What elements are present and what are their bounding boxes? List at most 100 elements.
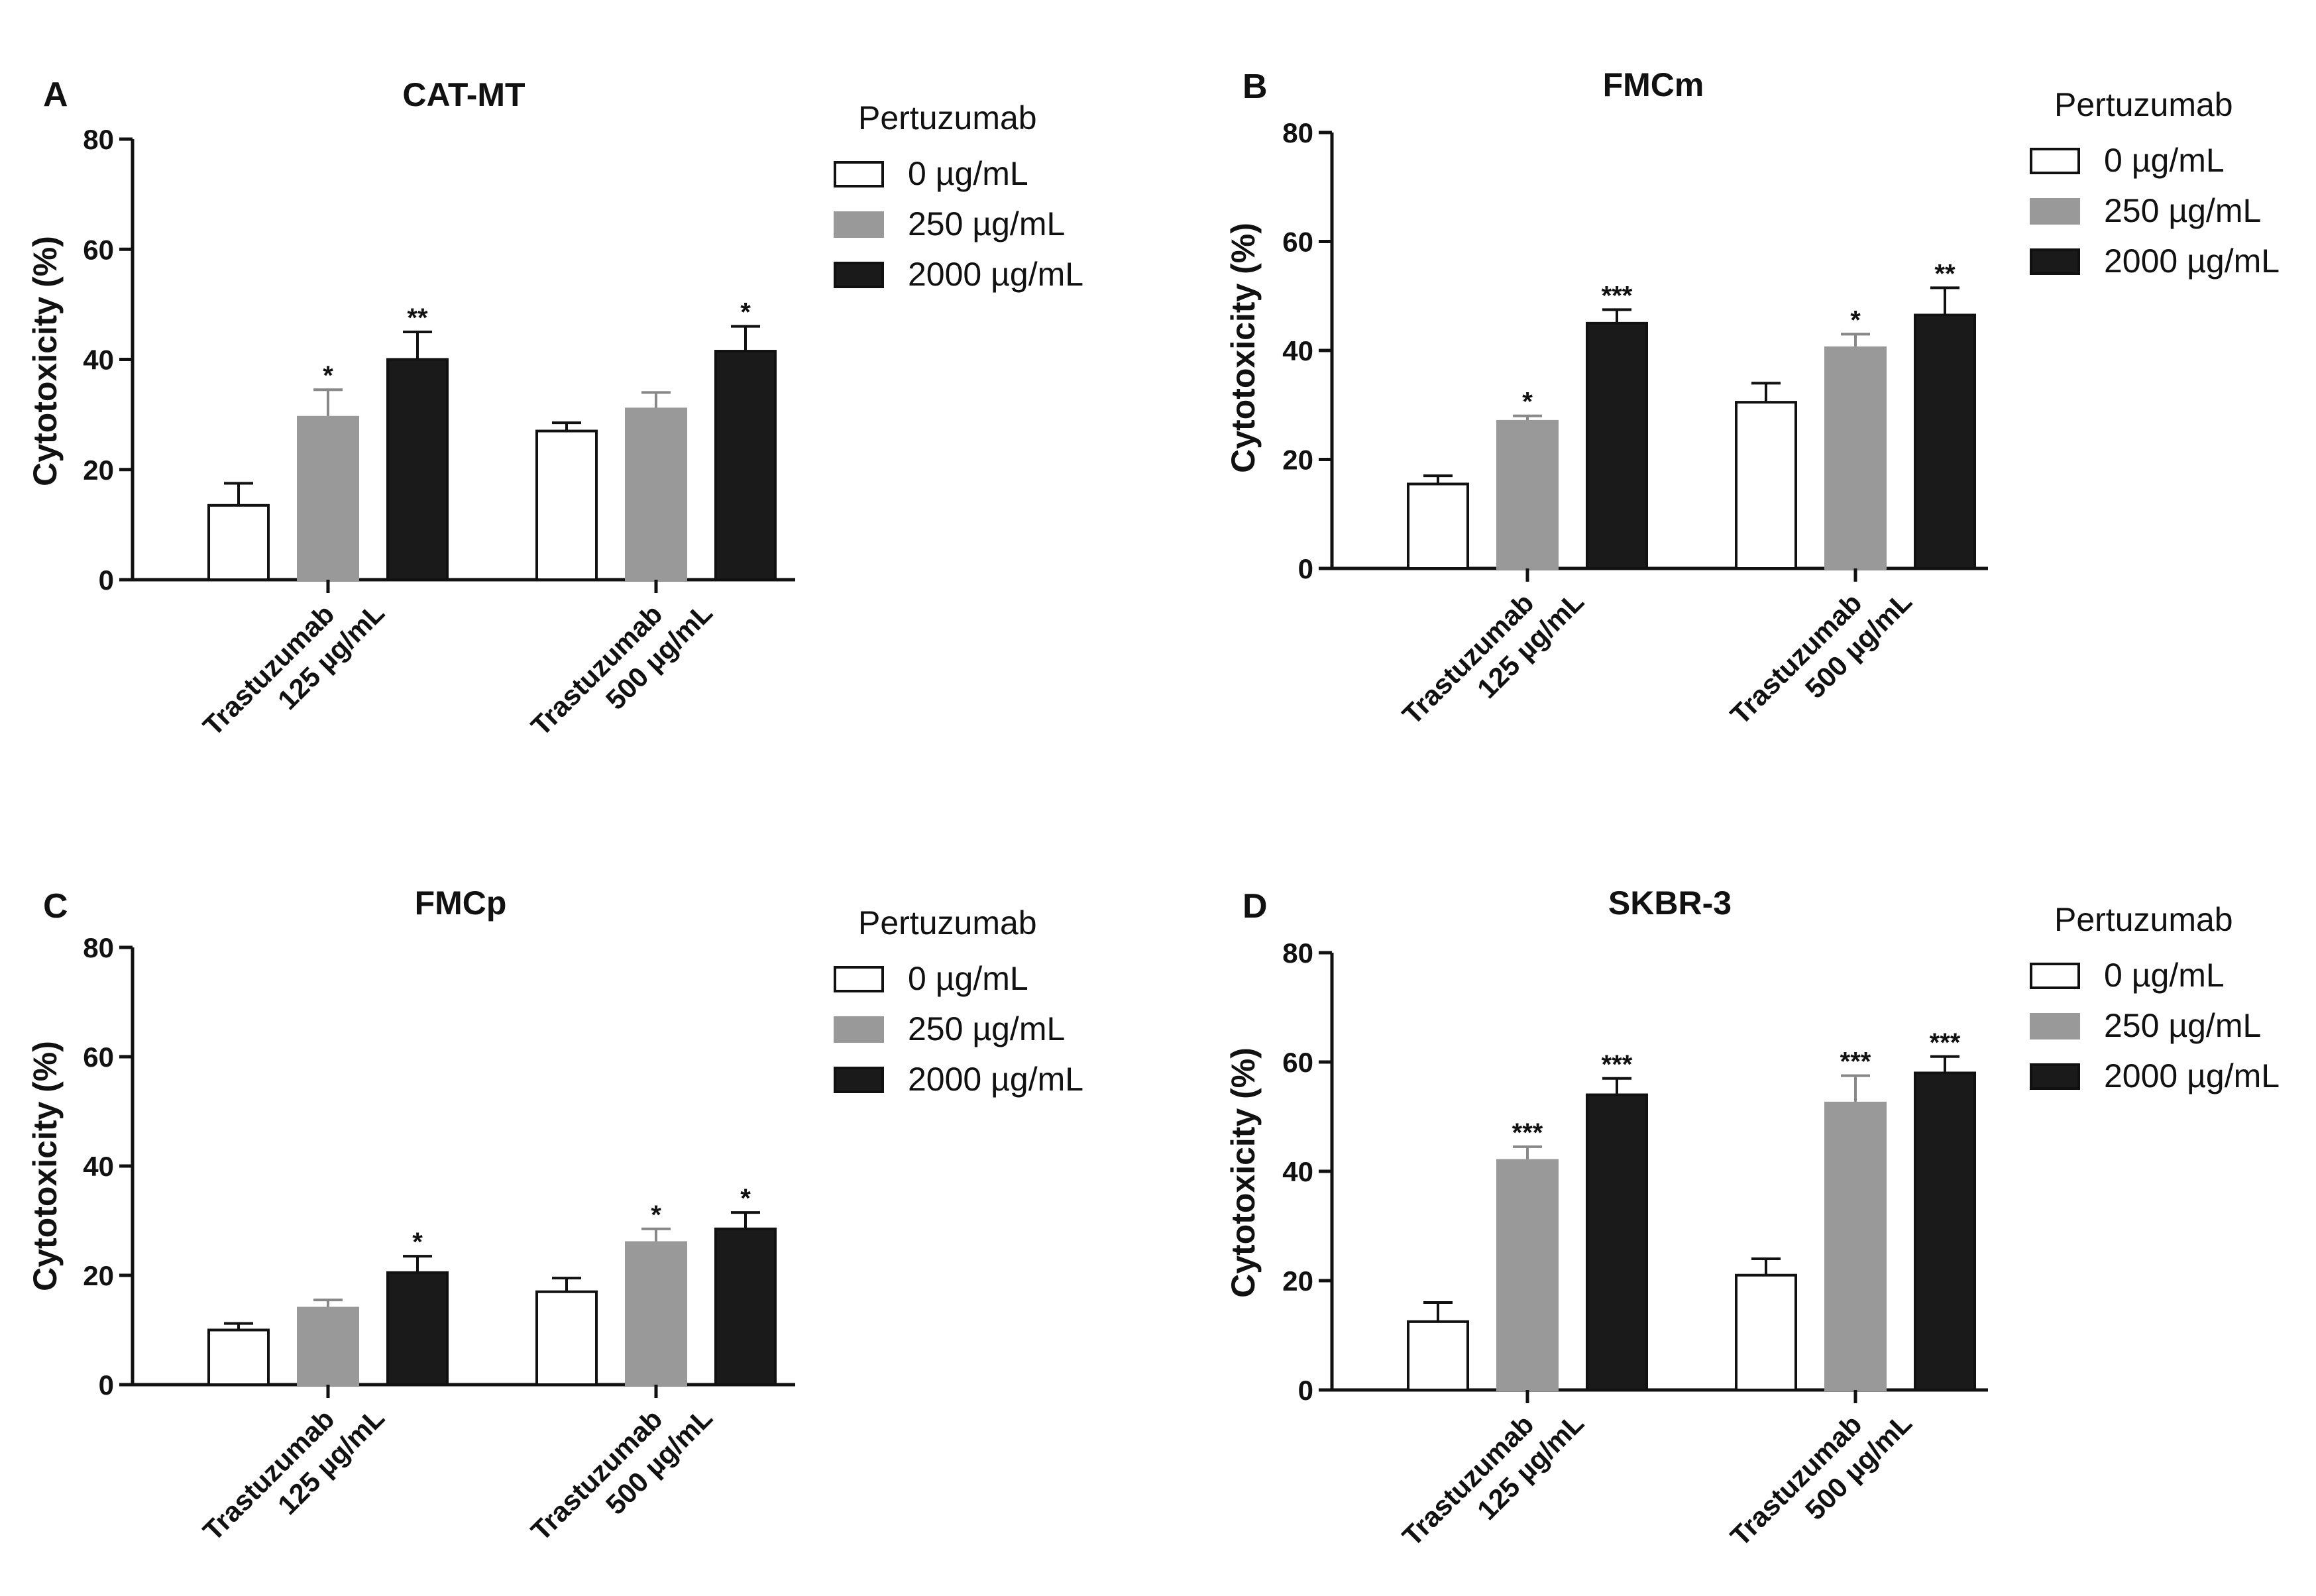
x-category-label: Trastuzumab125 µg/mL (1396, 1383, 1590, 1576)
significance-label: * (740, 1184, 751, 1213)
y-tick-label: 0 (1298, 1375, 1313, 1406)
legend-label: 0 µg/mL (2104, 957, 2225, 994)
bar (714, 1227, 777, 1386)
bar (535, 1290, 598, 1386)
panel-letter: D (1242, 887, 1268, 926)
significance-label: *** (1840, 1047, 1871, 1077)
y-tick-label: 20 (83, 454, 114, 486)
y-axis-title: Cytotoxicity (%) (1225, 223, 1262, 473)
legend-label: 2000 µg/mL (2104, 242, 2280, 280)
panel-d: D SKBR-3 0 20 40 60 80 Cytotoxicity (%) *** *** Tr… (1225, 884, 2280, 1576)
bar (386, 358, 449, 581)
x-category-label: Trastuzumab500 µg/mL (525, 1377, 718, 1571)
y-tick-label: 80 (1282, 937, 1313, 969)
panel-c: C FMCp 0 20 40 60 80 Cytotoxicity (%) * Trastuzum… (27, 884, 1083, 1571)
panel-title: FMCp (415, 884, 507, 922)
bar (1824, 1101, 1887, 1391)
legend: Pertuzumab 0 µg/mL 250 µg/mL 2000 µg/mL (2030, 901, 2280, 1094)
panel-title: SKBR-3 (1608, 884, 1732, 922)
y-tick-label: 20 (83, 1260, 114, 1291)
significance-label: * (651, 1200, 661, 1230)
bar (386, 1271, 449, 1386)
legend-swatch (2030, 248, 2080, 275)
x-category-label: Trastuzumab500 µg/mL (525, 572, 718, 766)
y-tick-label: 0 (99, 1369, 114, 1401)
significance-label: ** (407, 303, 428, 333)
legend-swatch (834, 161, 884, 187)
legend-label: 2000 µg/mL (2104, 1057, 2280, 1094)
panel-title: CAT-MT (402, 76, 525, 113)
legend-title: Pertuzumab (858, 904, 1037, 941)
y-tick-label: 60 (1282, 227, 1313, 258)
y-axis-title: Cytotoxicity (%) (1225, 1047, 1262, 1298)
y-tick-label: 0 (1298, 553, 1313, 584)
y-tick-label: 60 (1282, 1047, 1313, 1078)
y-tick-label: 20 (1282, 1265, 1313, 1297)
legend-label: 250 µg/mL (908, 205, 1065, 242)
bar (625, 407, 687, 581)
panel-letter: A (43, 76, 68, 114)
y-tick-label: 40 (83, 1151, 114, 1182)
legend-swatch (834, 966, 884, 992)
y-tick-label: 0 (99, 564, 114, 596)
legend-swatch (834, 1016, 884, 1043)
legend-swatch (2030, 148, 2080, 174)
legend: Pertuzumab 0 µg/mL 250 µg/mL 2000 µg/mL (834, 904, 1083, 1098)
legend-label: 250 µg/mL (908, 1010, 1065, 1047)
legend-label: 250 µg/mL (2104, 1007, 2261, 1044)
bar (1496, 419, 1559, 570)
bar (297, 1306, 359, 1386)
bar (1735, 401, 1797, 570)
bar (297, 415, 359, 581)
x-category-label: Trastuzumab500 µg/mL (1724, 561, 1918, 755)
bar (535, 429, 598, 581)
legend-label: 0 µg/mL (2104, 142, 2225, 179)
panel-letter: C (43, 887, 68, 926)
panel-letter: B (1242, 68, 1268, 106)
bar (207, 1328, 270, 1386)
significance-label: * (1850, 305, 1861, 335)
y-tick-label: 60 (83, 234, 114, 265)
significance-label: *** (1602, 281, 1633, 310)
y-tick-label: 40 (1282, 1156, 1313, 1187)
x-category-label: Trastuzumab500 µg/mL (1724, 1383, 1918, 1576)
bar (1586, 1093, 1648, 1391)
bar (1407, 482, 1469, 570)
bar (1824, 346, 1887, 570)
legend-label: 2000 µg/mL (908, 256, 1083, 293)
legend-swatch (2030, 1013, 2080, 1039)
significance-label: *** (1930, 1028, 1961, 1057)
significance-label: * (740, 298, 751, 327)
significance-label: * (323, 361, 333, 390)
bar (207, 504, 270, 581)
legend-swatch (834, 1067, 884, 1093)
bar (1407, 1320, 1469, 1391)
y-tick-label: 80 (1282, 117, 1313, 148)
legend: Pertuzumab 0 µg/mL 250 µg/mL 2000 µg/mL (834, 99, 1083, 293)
y-tick-label: 60 (83, 1041, 114, 1073)
y-tick-label: 80 (83, 932, 114, 963)
x-category-label: Trastuzumab125 µg/mL (197, 1377, 390, 1571)
legend-swatch (2030, 963, 2080, 989)
legend-swatch (834, 211, 884, 238)
significance-label: * (412, 1228, 423, 1257)
legend-title: Pertuzumab (858, 99, 1037, 136)
bar (1914, 313, 1976, 570)
legend-label: 2000 µg/mL (908, 1061, 1083, 1098)
bar (1735, 1273, 1797, 1391)
legend: Pertuzumab 0 µg/mL 250 µg/mL 2000 µg/mL (2030, 86, 2280, 280)
y-tick-label: 40 (1282, 335, 1313, 366)
panel-title: FMCm (1603, 66, 1704, 103)
bar (1496, 1159, 1559, 1391)
legend-swatch (834, 262, 884, 288)
y-tick-label: 40 (83, 345, 114, 376)
legend-label: 250 µg/mL (2104, 192, 2261, 229)
significance-label: *** (1512, 1118, 1543, 1147)
bar (1914, 1071, 1976, 1391)
bar (714, 350, 777, 581)
y-tick-label: 80 (83, 124, 114, 155)
bar (625, 1241, 687, 1386)
